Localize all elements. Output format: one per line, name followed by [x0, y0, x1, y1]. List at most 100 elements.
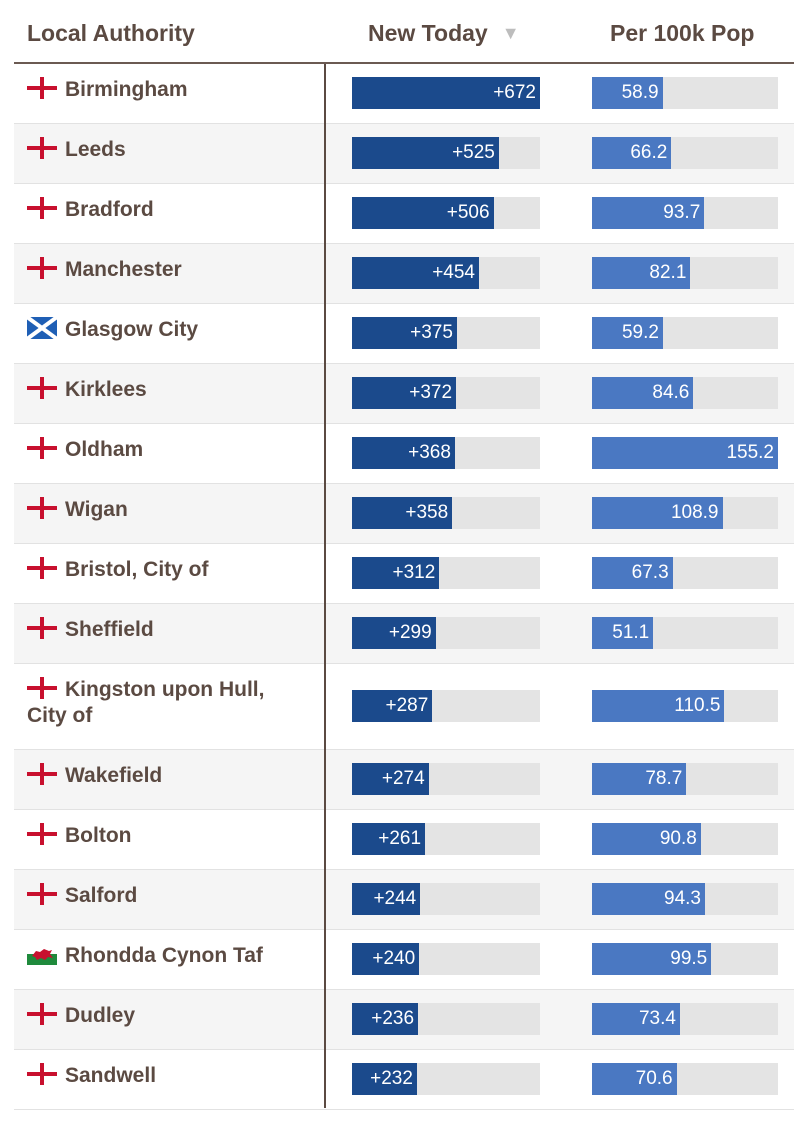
authority-name: Bristol, City of [27, 557, 209, 583]
per-100k-value: 82.1 [649, 262, 687, 283]
england-flag-icon [27, 77, 57, 99]
new-today-value: +236 [371, 1008, 415, 1029]
new-bar-track: +672 [352, 77, 540, 109]
table-row[interactable]: Oldham +368 155.2 [14, 424, 794, 484]
pop-bar-track: 66.2 [592, 137, 778, 169]
pop-bar-track: 94.3 [592, 883, 778, 915]
table-row[interactable]: Sheffield +299 51.1 [14, 604, 794, 664]
header-local-authority[interactable]: Local Authority [27, 20, 195, 46]
new-bar: +232 [352, 1063, 417, 1095]
authority-name: Manchester [27, 257, 182, 283]
england-flag-icon [27, 1063, 57, 1085]
england-flag-icon [27, 497, 57, 519]
authority-name: Wakefield [27, 763, 162, 789]
pop-bar: 67.3 [592, 557, 673, 589]
pop-bar-track: 51.1 [592, 617, 778, 649]
table-row[interactable]: Sandwell +232 70.6 [14, 1050, 794, 1110]
table-row[interactable]: Dudley +236 73.4 [14, 990, 794, 1050]
new-bar: +287 [352, 690, 433, 722]
table-row[interactable]: Leeds +525 66.2 [14, 124, 794, 184]
pop-bar-track: 155.2 [592, 437, 778, 469]
new-bar-track: +312 [352, 557, 540, 589]
pop-bar: 78.7 [592, 763, 687, 795]
england-flag-icon [27, 257, 57, 279]
authority-name-text: Sheffield [65, 618, 154, 641]
new-today-value: +506 [446, 202, 490, 223]
new-bar: +454 [352, 257, 479, 289]
authority-name-text: Wakefield [65, 764, 163, 787]
table-header: Local Authority New Today ▼ Per 100k Pop [0, 0, 794, 62]
new-today-value: +261 [378, 828, 422, 849]
pop-bar: 59.2 [592, 317, 663, 349]
sort-descending-icon[interactable]: ▼ [501, 23, 520, 43]
pop-bar: 90.8 [592, 823, 701, 855]
new-today-value: +358 [405, 502, 449, 523]
table-row[interactable]: Bradford +506 93.7 [14, 184, 794, 244]
authority-name-text: Manchester [65, 258, 182, 281]
authority-name-text: Glasgow City [65, 318, 199, 341]
table-row[interactable]: Glasgow City +375 59.2 [14, 304, 794, 364]
pop-bar-track: 84.6 [592, 377, 778, 409]
per-100k-value: 99.5 [670, 948, 708, 969]
per-100k-value: 155.2 [726, 442, 774, 463]
pop-bar-track: 93.7 [592, 197, 778, 229]
new-today-value: +372 [409, 382, 453, 403]
new-bar-track: +375 [352, 317, 540, 349]
pop-bar: 66.2 [592, 137, 672, 169]
table-row[interactable]: Bolton +261 90.8 [14, 810, 794, 870]
new-bar: +368 [352, 437, 455, 469]
new-bar: +274 [352, 763, 429, 795]
header-new-today[interactable]: New Today ▼ [368, 20, 520, 47]
per-100k-value: 59.2 [621, 322, 659, 343]
table-row[interactable]: Salford +244 94.3 [14, 870, 794, 930]
table-row[interactable]: Wakefield +274 78.7 [14, 750, 794, 810]
england-flag-icon [27, 1003, 57, 1025]
pop-bar-track: 99.5 [592, 943, 778, 975]
authority-name: Birmingham [27, 77, 188, 103]
new-today-value: +287 [385, 695, 429, 716]
header-per-100k-pop[interactable]: Per 100k Pop [610, 20, 755, 46]
per-100k-value: 78.7 [645, 768, 683, 789]
new-bar: +261 [352, 823, 426, 855]
england-flag-icon [27, 557, 57, 579]
table-row[interactable]: Kingston upon Hull, City of +287 110.5 [14, 664, 794, 750]
new-bar-track: +244 [352, 883, 540, 915]
authority-name: Salford [27, 883, 137, 909]
authority-name: Kingston upon Hull, City of [27, 677, 287, 729]
wales-flag-icon [27, 943, 57, 965]
authority-name: Glasgow City [27, 317, 198, 343]
authority-name: Bradford [27, 197, 154, 223]
pop-bar: 155.2 [592, 437, 778, 469]
pop-bar-track: 59.2 [592, 317, 778, 349]
england-flag-icon [27, 677, 57, 699]
pop-bar-track: 78.7 [592, 763, 778, 795]
table-row[interactable]: Birmingham +672 58.9 [14, 64, 794, 124]
pop-bar-track: 90.8 [592, 823, 778, 855]
per-100k-value: 94.3 [664, 888, 701, 909]
authority-name-text: Leeds [65, 138, 126, 161]
new-today-value: +454 [432, 262, 475, 283]
table-row[interactable]: Rhondda Cynon Taf +240 99.5 [14, 930, 794, 990]
england-flag-icon [27, 763, 57, 785]
new-bar: +244 [352, 883, 421, 915]
table-row[interactable]: Wigan +358 108.9 [14, 484, 794, 544]
header-new-today-label: New Today [368, 20, 488, 46]
new-today-value: +274 [381, 768, 425, 789]
new-bar: +358 [352, 497, 453, 529]
table-row[interactable]: Manchester +454 82.1 [14, 244, 794, 304]
per-100k-value: 51.1 [612, 622, 650, 643]
authority-name-text: Birmingham [65, 78, 188, 101]
pop-bar: 93.7 [592, 197, 705, 229]
new-bar: +312 [352, 557, 440, 589]
pop-bar-track: 67.3 [592, 557, 778, 589]
authority-name: Wigan [27, 497, 128, 523]
authority-name-text: Bolton [65, 824, 132, 847]
pop-bar: 108.9 [592, 497, 723, 529]
table-row[interactable]: Bristol, City of +312 67.3 [14, 544, 794, 604]
per-100k-value: 93.7 [663, 202, 701, 223]
table-row[interactable]: Kirklees +372 84.6 [14, 364, 794, 424]
new-bar: +375 [352, 317, 457, 349]
new-today-value: +525 [452, 142, 495, 163]
authority-name-text: Bristol, City of [65, 558, 209, 581]
authority-name-text: Sandwell [65, 1064, 157, 1087]
